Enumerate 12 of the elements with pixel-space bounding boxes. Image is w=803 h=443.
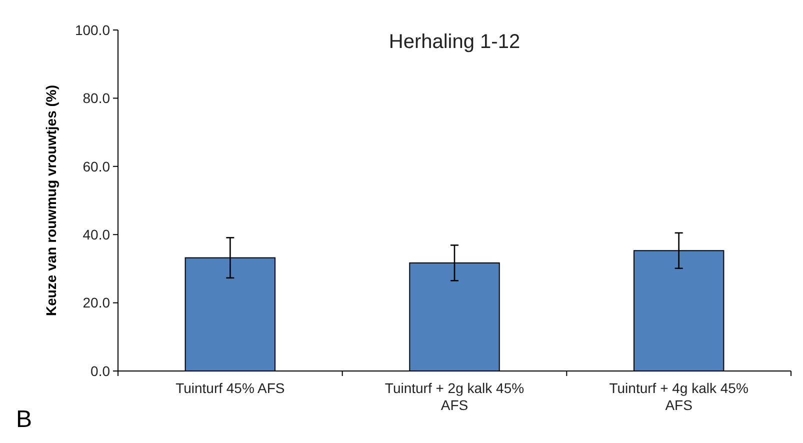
y-tick-label: 0.0 xyxy=(90,362,110,379)
x-tick-label: Tuinturf 45% AFS xyxy=(176,380,285,396)
x-tick-label: Tuinturf + 2g kalk 45% AFS xyxy=(384,380,524,413)
x-tick-label: Tuinturf + 4g kalk 45% AFS xyxy=(609,380,748,413)
y-tick-label: 20.0 xyxy=(82,294,110,311)
y-axis-title: Keuze van rouwmug vrouwtjes (%) xyxy=(43,84,59,316)
y-tick-label: 100.0 xyxy=(74,22,110,38)
y-tick-label: 40.0 xyxy=(82,226,110,242)
text: B xyxy=(16,406,32,433)
chart-title: Herhaling 1-12 xyxy=(388,31,520,53)
y-tick-label: 60.0 xyxy=(82,158,110,174)
y-tick-label: 80.0 xyxy=(82,90,110,106)
